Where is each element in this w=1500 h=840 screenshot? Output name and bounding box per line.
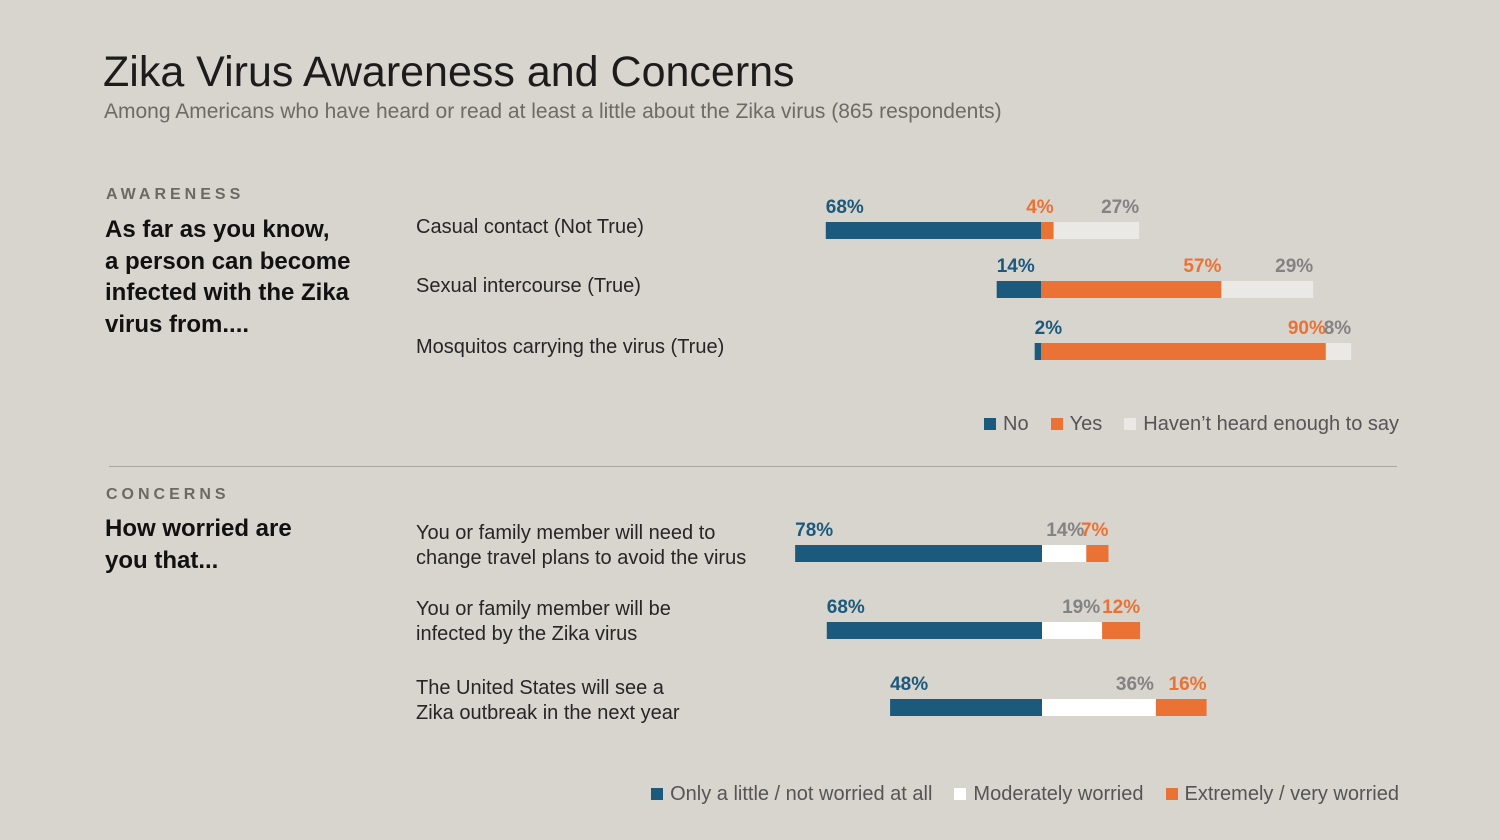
legend-label-not-worried: Only a little / not worried at all (670, 782, 933, 805)
legend-label-no: No (1003, 412, 1029, 435)
awareness-legend: No Yes Haven’t heard enough to say (984, 412, 1399, 436)
chart-title: Zika Virus Awareness and Concerns (103, 48, 795, 96)
concerns-legend: Only a little / not worried at all Moder… (651, 782, 1399, 806)
value-label-havent-heard-3: 8% (1324, 318, 1352, 339)
bar-not-worried-1 (795, 545, 1042, 562)
legend-label-moderately: Moderately worried (973, 782, 1144, 805)
value-label-no-1: 68% (826, 197, 864, 218)
bar-moderately-3 (1042, 699, 1156, 716)
concerns-row-label-3: The United States will see a Zika outbre… (416, 677, 680, 724)
legend-item-yes: Yes (1050, 412, 1103, 436)
awareness-question: As far as you know, a person can become … (105, 216, 351, 338)
value-label-no-3: 2% (1035, 318, 1063, 339)
value-label-moderately-1: 14% (1046, 520, 1084, 541)
concerns-row-label-2: You or family member will be infected by… (416, 598, 671, 645)
value-label-extremely-2: 12% (1102, 597, 1140, 618)
bar-yes-2 (1041, 281, 1222, 298)
legend-swatch-no (984, 418, 997, 430)
legend-swatch-not-worried (651, 788, 664, 800)
bar-yes-1 (1041, 222, 1054, 239)
value-label-yes-2: 57% (1183, 256, 1221, 277)
legend-label-extremely: Extremely / very worried (1184, 782, 1400, 805)
bar-extremely-3 (1155, 699, 1207, 716)
concerns-row-label-1: You or family member will need to change… (416, 522, 747, 569)
bar-yes-3 (1041, 343, 1326, 360)
legend-swatch-havent-heard (1124, 418, 1137, 430)
bar-extremely-2 (1102, 622, 1141, 639)
value-label-extremely-3: 16% (1169, 674, 1207, 695)
value-label-not-worried-3: 48% (890, 674, 928, 695)
bar-not-worried-3 (890, 699, 1042, 716)
bar-havent-heard-1 (1053, 222, 1140, 239)
value-label-yes-3: 90% (1288, 318, 1326, 339)
value-label-havent-heard-2: 29% (1275, 256, 1313, 277)
bar-extremely-1 (1086, 545, 1109, 562)
bar-moderately-1 (1042, 545, 1087, 562)
value-label-moderately-2: 19% (1062, 597, 1100, 618)
bar-havent-heard-3 (1325, 343, 1352, 360)
value-label-moderately-3: 36% (1116, 674, 1154, 695)
value-label-yes-1: 4% (1026, 197, 1054, 218)
bar-no-3 (1034, 343, 1041, 360)
legend-item-extremely: Extremely / very worried (1165, 782, 1400, 806)
awareness-row-label-2: Sexual intercourse (True) (416, 275, 641, 297)
legend-item-havent-heard: Haven’t heard enough to say (1124, 413, 1399, 436)
value-label-havent-heard-1: 27% (1101, 197, 1139, 218)
legend-item-not-worried: Only a little / not worried at all (651, 783, 932, 806)
legend-item-moderately: Moderately worried (954, 782, 1144, 806)
legend-swatch-yes (1050, 418, 1063, 430)
awareness-row-label-1: Casual contact (Not True) (416, 216, 644, 238)
section-divider (109, 466, 1397, 467)
legend-label-havent-heard: Haven’t heard enough to say (1143, 412, 1399, 435)
concerns-section-label: CONCERNS (106, 486, 230, 503)
awareness-row-label-3: Mosquitos carrying the virus (True) (416, 336, 725, 358)
concerns-question: How worried are you that... (105, 515, 292, 574)
chart-subtitle: Among Americans who have heard or read a… (104, 100, 1002, 123)
value-label-not-worried-2: 68% (827, 597, 865, 618)
bar-not-worried-2 (826, 622, 1042, 639)
bar-no-1 (825, 222, 1041, 239)
bar-havent-heard-2 (1221, 281, 1314, 298)
bar-no-2 (996, 281, 1041, 298)
legend-swatch-extremely (1165, 788, 1178, 800)
legend-item-no: No (984, 413, 1029, 436)
value-label-extremely-1: 7% (1081, 520, 1109, 541)
legend-label-yes: Yes (1069, 412, 1103, 435)
value-label-no-2: 14% (997, 256, 1035, 277)
legend-swatch-moderately (954, 788, 967, 800)
value-label-not-worried-1: 78% (795, 520, 833, 541)
awareness-section-label: AWARENESS (106, 186, 245, 203)
bar-moderately-2 (1042, 622, 1103, 639)
